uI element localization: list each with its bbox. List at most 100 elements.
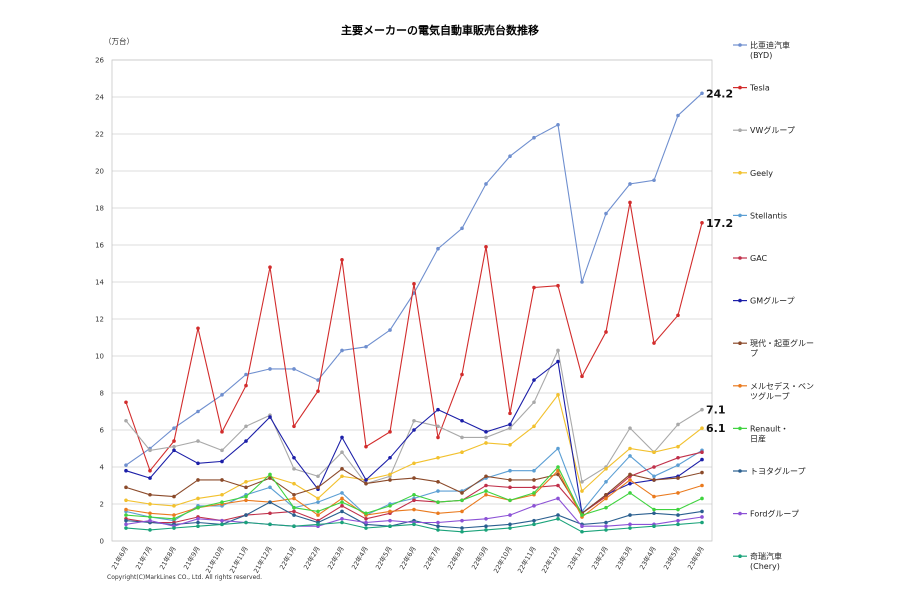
point-1-8	[316, 389, 320, 393]
point-4-21	[628, 454, 632, 458]
x-tick-label-1: 21年7月	[133, 545, 154, 572]
point-12-14	[460, 529, 464, 534]
point-9-24	[700, 496, 704, 501]
series-3	[124, 393, 704, 508]
point-7-7	[292, 492, 296, 497]
point-2-15	[484, 435, 488, 440]
point-2-14	[460, 435, 464, 440]
point-5-24	[700, 450, 704, 455]
point-1-2	[172, 439, 176, 443]
point-2-9	[340, 450, 344, 455]
point-11-20	[604, 524, 608, 528]
point-9-17	[532, 491, 536, 495]
point-9-19	[580, 513, 584, 517]
point-11-4	[220, 518, 224, 523]
point-0-6	[268, 367, 272, 371]
point-10-15	[484, 524, 488, 528]
point-7-10	[364, 481, 368, 486]
point-11-24	[700, 515, 704, 519]
y-tick-label-2: 4	[100, 464, 105, 472]
point-0-22	[652, 178, 656, 183]
point-6-11	[388, 455, 392, 460]
point-3-20	[604, 467, 608, 471]
point-12-0	[124, 526, 128, 530]
y-tick-label-8: 16	[95, 242, 104, 250]
point-5-9	[340, 504, 344, 508]
point-8-7	[292, 496, 296, 501]
point-3-11	[388, 472, 392, 477]
point-7-8	[316, 485, 320, 490]
x-tick-label-20: 23年2月	[589, 545, 610, 572]
point-12-18	[556, 517, 560, 521]
point-2-13	[436, 424, 440, 429]
legend-marker-8	[738, 384, 742, 388]
point-4-17	[532, 468, 536, 473]
point-12-11	[388, 524, 392, 528]
point-12-13	[436, 528, 440, 532]
point-3-23	[676, 444, 680, 449]
point-8-0	[124, 507, 128, 512]
point-1-5	[244, 383, 248, 388]
point-9-13	[436, 500, 440, 504]
point-5-6	[268, 511, 272, 516]
point-0-23	[676, 113, 680, 118]
x-tick-label-9: 22年3月	[325, 545, 346, 572]
point-2-1	[148, 448, 152, 453]
legend-label-6: GMグループ	[750, 296, 795, 306]
point-3-13	[436, 455, 440, 460]
legend-marker-1	[738, 85, 742, 90]
point-1-18	[556, 283, 560, 288]
point-6-17	[532, 378, 536, 382]
point-9-6	[268, 472, 272, 477]
point-1-14	[460, 372, 464, 377]
point-10-22	[652, 511, 656, 516]
point-9-21	[628, 491, 632, 495]
point-7-2	[172, 494, 176, 499]
series-9	[124, 465, 704, 521]
point-8-1	[148, 511, 152, 516]
series-0	[124, 91, 704, 467]
point-11-15	[484, 517, 488, 521]
grid-lines	[111, 59, 713, 542]
point-7-1	[148, 492, 152, 497]
y-tick-label-4: 8	[100, 390, 104, 398]
point-1-12	[412, 282, 416, 286]
point-9-8	[316, 509, 320, 514]
point-1-23	[676, 313, 680, 318]
point-11-14	[460, 518, 464, 523]
point-1-11	[388, 430, 392, 434]
point-6-5	[244, 439, 248, 443]
x-tick-label-16: 22年10月	[491, 545, 514, 575]
x-tick-label-21: 23年3月	[613, 545, 634, 572]
y-tick-label-1: 2	[100, 501, 104, 509]
point-2-4	[220, 448, 224, 453]
point-4-20	[604, 480, 608, 484]
point-3-17	[532, 424, 536, 429]
point-12-9	[340, 520, 344, 525]
y-tick-label-9: 18	[95, 205, 104, 213]
point-9-1	[148, 515, 152, 519]
point-4-9	[340, 491, 344, 495]
point-9-3	[196, 505, 200, 510]
point-0-15	[484, 182, 488, 186]
point-0-5	[244, 372, 248, 377]
point-1-9	[340, 258, 344, 262]
point-2-2	[172, 444, 176, 449]
y-tick-label-13: 26	[95, 57, 104, 65]
point-1-6	[268, 265, 272, 270]
point-1-15	[484, 245, 488, 249]
point-0-21	[628, 182, 632, 186]
point-1-13	[436, 435, 440, 440]
legend-marker-12	[738, 554, 742, 558]
legend-marker-3	[738, 171, 742, 175]
point-7-22	[652, 478, 656, 482]
point-10-14	[460, 526, 464, 530]
x-tick-label-7: 22年1月	[277, 545, 298, 572]
point-4-22	[652, 474, 656, 479]
point-12-5	[244, 520, 248, 525]
point-7-14	[460, 491, 464, 495]
point-6-6	[268, 415, 272, 419]
legend-label-3: Geely	[750, 169, 773, 178]
y-tick-label-10: 20	[95, 168, 104, 176]
